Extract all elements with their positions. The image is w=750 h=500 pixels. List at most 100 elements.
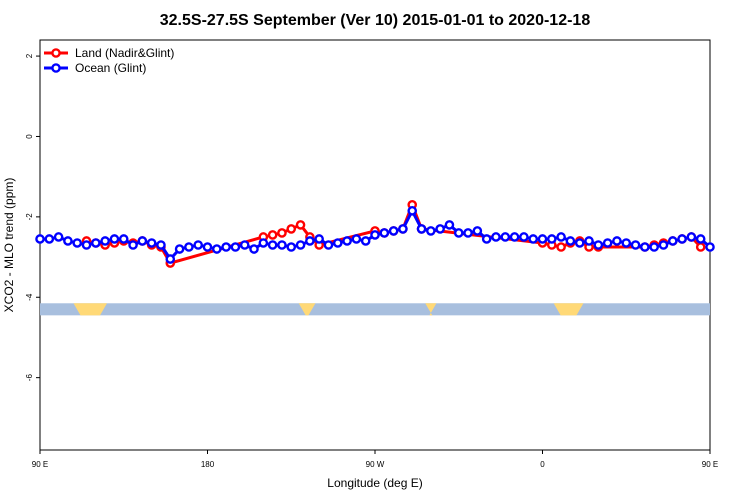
data-point: [44, 234, 55, 244]
x-axis-label: Longitude (deg E): [327, 476, 422, 490]
legend-label: Ocean (Glint): [75, 61, 146, 75]
data-point: [146, 238, 157, 248]
ocean-band: [40, 303, 710, 316]
data-point: [118, 234, 129, 244]
data-series: [35, 200, 715, 268]
data-point: [640, 242, 650, 252]
legend-label: Land (Nadir&Glint): [75, 46, 174, 60]
legend-marker: [51, 48, 61, 58]
data-point: [556, 232, 566, 242]
y-tick-label: 0: [25, 134, 34, 139]
data-point: [267, 230, 278, 240]
data-point: [360, 236, 371, 246]
data-point: [230, 242, 241, 252]
data-point: [286, 242, 297, 252]
data-point: [370, 230, 380, 240]
x-axis-ticks: 90 E 180 90 W 0 90 E: [32, 450, 718, 469]
surface-type-band: [40, 303, 710, 316]
data-point: [212, 244, 222, 254]
data-point: [258, 238, 269, 248]
data-point: [156, 240, 166, 250]
data-point: [491, 232, 501, 242]
data-point: [509, 232, 520, 242]
data-point: [695, 242, 706, 252]
data-point: [612, 236, 622, 246]
data-point: [574, 238, 585, 248]
data-point: [53, 232, 64, 242]
data-point: [481, 234, 492, 244]
x-tick-label: 90 E: [32, 460, 48, 469]
data-point: [128, 240, 138, 250]
data-point: [267, 240, 278, 250]
data-point: [332, 238, 343, 248]
data-point: [658, 240, 669, 250]
data-point: [453, 228, 464, 238]
y-tick-label: -6: [25, 374, 34, 382]
data-point: [686, 232, 697, 242]
x-tick-label: 180: [201, 460, 215, 469]
data-point: [72, 238, 83, 248]
x-tick-label: 90 E: [702, 460, 718, 469]
data-point: [305, 236, 315, 246]
data-point: [547, 234, 557, 244]
data-point: [584, 236, 594, 246]
data-point: [323, 240, 334, 250]
data-point: [184, 242, 194, 252]
data-point: [398, 224, 408, 234]
data-point: [519, 232, 529, 242]
y-axis-ticks: 2 0 -2 -4 -6: [25, 53, 40, 381]
data-point: [602, 238, 613, 248]
y-axis-label: XCO2 - MLO trend (ppm): [2, 178, 16, 313]
legend: Land (Nadir&Glint)Ocean (Glint): [44, 46, 174, 75]
land-band-segment: [553, 303, 584, 316]
data-point: [351, 234, 362, 244]
series-ocean: [35, 206, 715, 264]
data-point: [379, 228, 390, 238]
data-point: [528, 234, 538, 244]
chart-title: 32.5S-27.5S September (Ver 10) 2015-01-0…: [160, 12, 591, 29]
data-point: [314, 234, 324, 244]
data-point: [295, 220, 306, 230]
data-point: [407, 206, 418, 216]
data-point: [109, 234, 120, 244]
data-point: [463, 228, 473, 238]
data-point: [81, 240, 92, 250]
land-band-segment: [425, 303, 437, 316]
data-point: [174, 244, 185, 254]
land-band-segment: [298, 303, 316, 316]
data-point: [500, 232, 511, 242]
y-tick-label: -2: [25, 213, 34, 221]
data-point: [342, 236, 352, 246]
data-point: [667, 236, 678, 246]
x-tick-label: 0: [540, 460, 545, 469]
data-point: [249, 244, 259, 254]
data-point: [537, 234, 548, 244]
data-point: [165, 254, 176, 264]
data-point: [472, 226, 483, 236]
data-point: [705, 242, 715, 252]
y-tick-label: -4: [25, 293, 34, 301]
y-tick-label: 2: [25, 53, 34, 58]
data-point: [277, 240, 287, 250]
land-band-segment: [73, 303, 107, 316]
data-point: [593, 240, 604, 250]
x-tick-label: 90 W: [366, 460, 385, 469]
data-point: [695, 234, 706, 244]
data-point: [100, 236, 110, 246]
data-point: [221, 242, 231, 252]
data-point: [649, 242, 659, 252]
data-point: [277, 228, 287, 238]
data-point: [202, 242, 213, 252]
data-point: [621, 238, 632, 248]
data-point: [388, 226, 399, 236]
data-point: [137, 236, 148, 246]
data-point: [295, 240, 306, 250]
data-point: [239, 240, 250, 250]
data-point: [435, 224, 445, 234]
data-point: [416, 224, 427, 234]
data-point: [35, 234, 45, 244]
legend-marker: [51, 63, 61, 73]
data-point: [286, 224, 297, 234]
data-point: [556, 242, 566, 252]
